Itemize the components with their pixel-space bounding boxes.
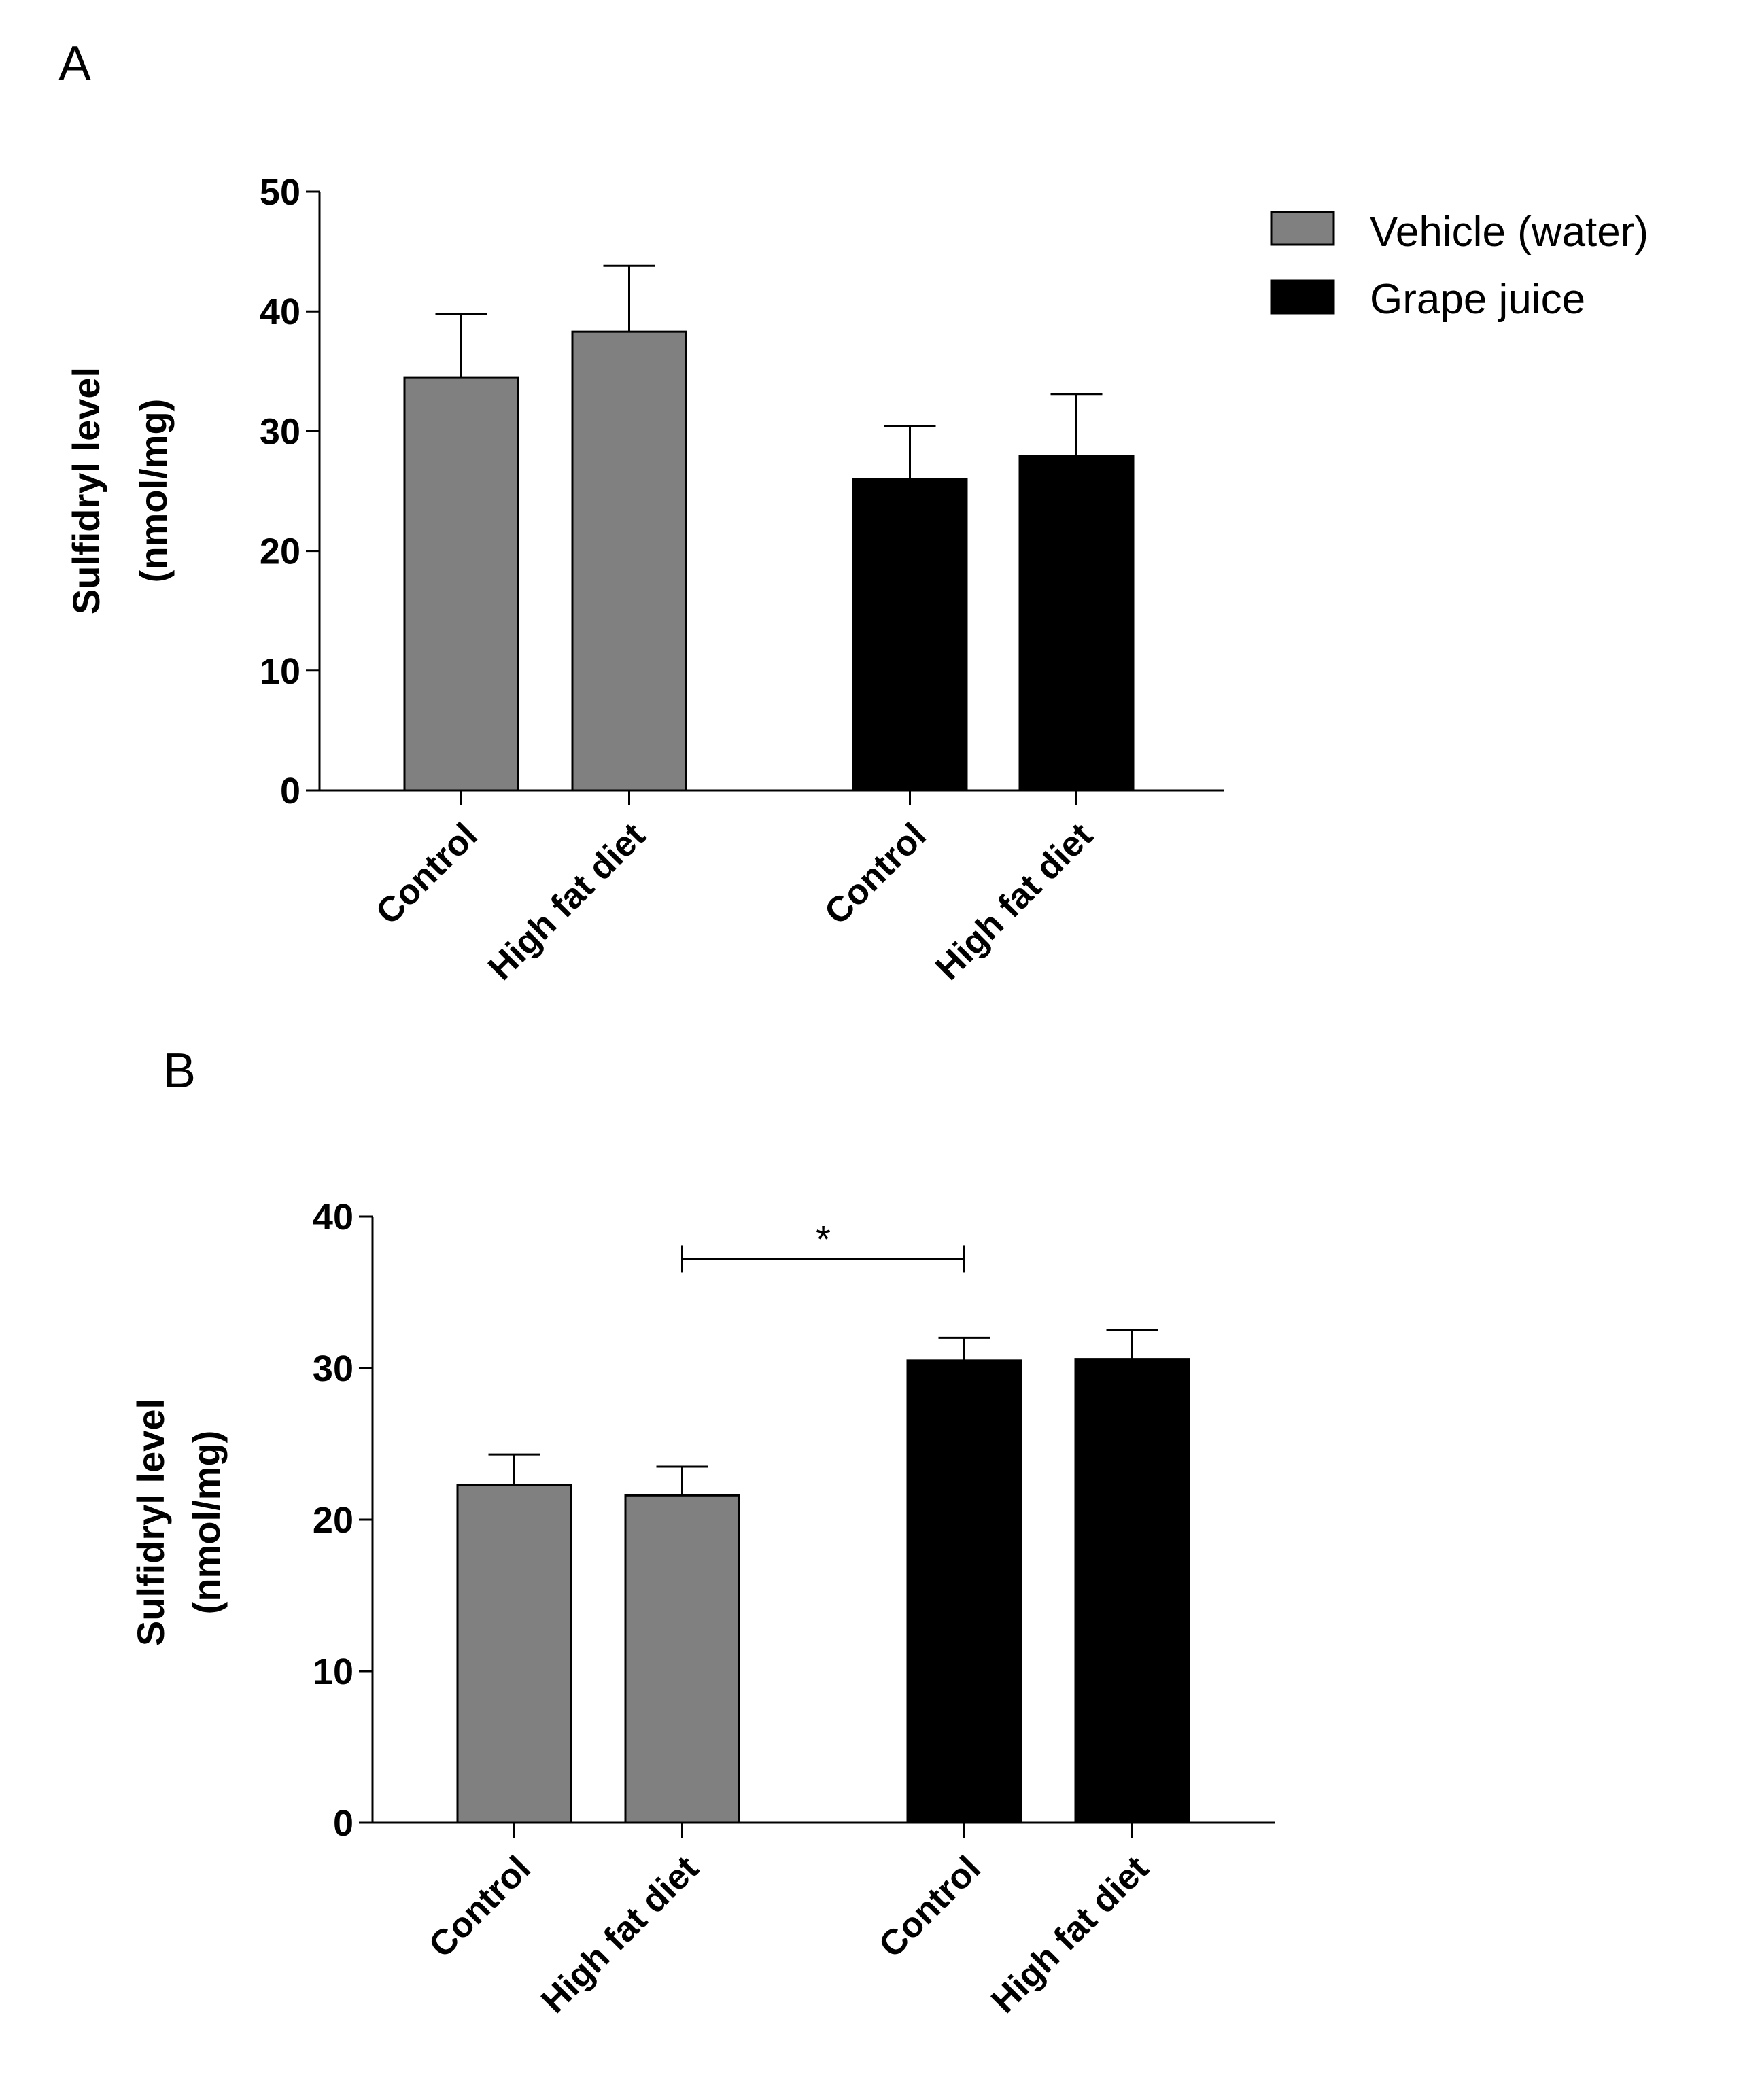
- y-tick-label: 50: [260, 172, 300, 213]
- bar: [1018, 455, 1135, 792]
- bar: [1074, 1358, 1190, 1824]
- panel-a-chart: 0 10 20 30 40 50 Sulfidryl level (nmol/mg) Contr…: [65, 172, 1224, 988]
- bar: [571, 330, 687, 792]
- y-tick-label: 0: [333, 1803, 353, 1844]
- y-axis-title: Sulfidryl level: [129, 1399, 172, 1646]
- legend-swatch-vehicle: [1270, 211, 1335, 246]
- y-tick-label: 40: [260, 292, 300, 332]
- y-axis-title-units: (nmol/mg): [132, 399, 175, 583]
- x-category-label: High fat diet: [481, 816, 653, 987]
- y-tick-label: 0: [280, 771, 300, 811]
- y-axis-title: Sulfidryl level: [65, 367, 107, 614]
- y-axis-title-units: (nmol/mg): [185, 1431, 228, 1615]
- panel-b-label: B: [163, 1044, 196, 1098]
- panel-a-label: A: [58, 37, 91, 91]
- y-tick-label: 40: [313, 1197, 353, 1238]
- bar: [403, 376, 519, 792]
- bar: [906, 1359, 1022, 1824]
- legend: Vehicle (water) Grape juice: [1270, 209, 1649, 323]
- y-tick-label: 20: [313, 1500, 353, 1541]
- x-category-label: Control: [817, 816, 934, 932]
- legend-swatch-grape: [1270, 279, 1335, 315]
- significance-marker: *: [816, 1217, 831, 1260]
- legend-label-vehicle: Vehicle (water): [1370, 209, 1649, 256]
- y-tick-label: 10: [313, 1651, 353, 1692]
- bar: [456, 1484, 572, 1824]
- bar: [852, 478, 968, 792]
- x-category-label: High fat diet: [928, 816, 1100, 987]
- x-category-label: High fat diet: [534, 1849, 706, 2020]
- legend-label-grape: Grape juice: [1370, 276, 1585, 323]
- x-category-label: Control: [421, 1849, 538, 1965]
- x-category-label: High fat diet: [984, 1849, 1156, 2020]
- x-category-label: Control: [368, 816, 485, 932]
- y-tick-label: 20: [260, 531, 300, 572]
- panel-b-chart: 0 10 20 30 40 Sulfidryl level (nmol/mg) Control…: [129, 1197, 1275, 2021]
- bar: [624, 1494, 740, 1824]
- y-tick-label: 10: [260, 651, 300, 692]
- y-tick-label: 30: [260, 411, 300, 452]
- y-tick-label: 30: [313, 1348, 353, 1389]
- x-category-label: Control: [872, 1849, 988, 1965]
